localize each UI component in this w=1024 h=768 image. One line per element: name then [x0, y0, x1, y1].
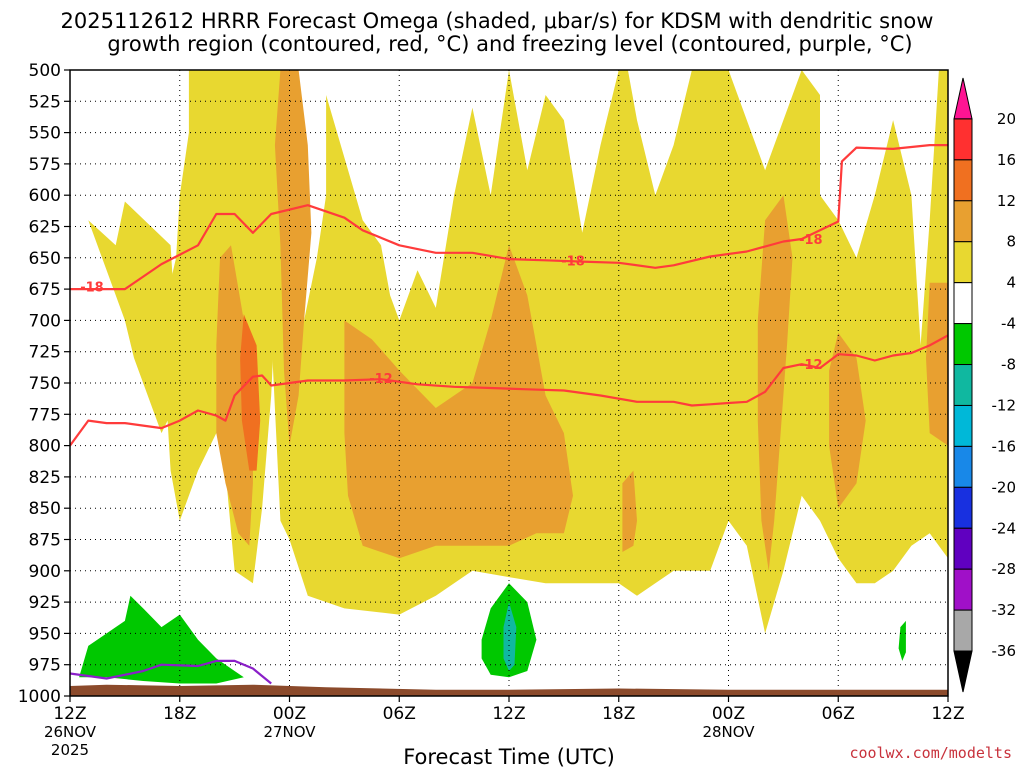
colorbar-label: -28: [992, 560, 1017, 578]
y-tick-label: 725: [29, 343, 61, 363]
y-tick-label: 650: [29, 249, 61, 269]
omega-8-12-region: [829, 332, 866, 509]
x-tick-label: 06Z: [383, 704, 416, 724]
colorbar-swatch: [953, 568, 973, 611]
colorbar-swatch: [953, 527, 973, 570]
x-tick-label: 12Z: [931, 704, 964, 724]
omega-neg8-12-region: [503, 602, 517, 671]
omega-shading-layer: [79, 70, 948, 684]
colorbar-swatch: [953, 486, 973, 529]
contour-label: -18: [80, 281, 104, 296]
y-tick-label: 575: [29, 155, 61, 175]
x-tick-label: 12Z: [53, 704, 86, 724]
colorbar-swatch: [953, 364, 973, 406]
colorbar-swatch: [953, 159, 973, 202]
colorbar-label: -20: [992, 478, 1017, 496]
colorbar-label: -8: [1001, 356, 1016, 374]
colorbar-top-arrow: [953, 77, 973, 120]
y-tick-label: 750: [29, 374, 61, 394]
x-date-label: 28NOV: [702, 723, 755, 741]
colorbar-label: 8: [1006, 233, 1016, 251]
x-tick-label: 06Z: [822, 704, 855, 724]
omega-4-8-region: [88, 201, 180, 434]
x-year-label: 2025: [51, 741, 89, 759]
y-tick-label: 775: [29, 405, 61, 425]
plot-area: -18 -18 -18 -12 -12: [70, 70, 948, 696]
y-tick-label: 675: [29, 280, 61, 300]
omega-8-12-region: [274, 70, 312, 446]
colorbar-swatch: [953, 323, 973, 366]
y-tick-label: 550: [29, 124, 61, 144]
chart-title-line-2: growth region (contoured, red, °C) and f…: [107, 32, 912, 56]
x-date-label: 26NOV: [44, 723, 97, 741]
y-tick-label: 600: [29, 186, 61, 206]
omega-neg4-8-region: [898, 620, 906, 661]
colorbar-label: 16: [997, 151, 1016, 169]
colorbar-swatch: [953, 404, 973, 447]
omega-neg4-8-region: [79, 595, 244, 684]
contour-layer: -18 -18 -18 -12 -12: [70, 144, 948, 685]
contour-label: -12: [369, 372, 393, 387]
y-tick-label: 925: [29, 593, 61, 613]
terrain-surface: [70, 684, 948, 696]
colorbar-label: -36: [992, 642, 1017, 660]
y-tick-label: 625: [29, 218, 61, 238]
x-axis-label: Forecast Time (UTC): [403, 745, 615, 768]
colorbar-swatch: [953, 241, 973, 284]
omega-12-16-region: [240, 314, 261, 471]
y-axis: 500 525 550 575 600 625 650 675 700 725 750 775 800 8…: [18, 61, 70, 707]
x-tick-label: 12Z: [492, 704, 525, 724]
terrain-layer: [70, 684, 948, 696]
y-tick-label: 875: [29, 531, 61, 551]
y-tick-label: 975: [29, 656, 61, 676]
freezing-level-contour-line: [70, 659, 272, 685]
colorbar: 20 16 12 8 4 -4 -8 -12 -16 -20 -24 -28 -32 -36: [953, 77, 1017, 693]
colorbar-label: 4: [1006, 274, 1016, 292]
y-tick-label: 900: [29, 562, 61, 582]
omega-8-12-region: [622, 470, 637, 552]
x-tick-label: 18Z: [163, 704, 196, 724]
contour-label: -12: [799, 358, 823, 373]
colorbar-label: -24: [992, 519, 1017, 537]
colorbar-swatch: [953, 609, 973, 652]
contour-label: -18: [799, 233, 823, 248]
dendritic-contour-line: [70, 144, 948, 291]
colorbar-label: 12: [997, 192, 1016, 210]
x-tick-label: 18Z: [602, 704, 635, 724]
y-tick-label: 700: [29, 311, 61, 331]
colorbar-label: -12: [992, 396, 1017, 414]
colorbar-swatch: [953, 200, 973, 243]
colorbar-label: -32: [992, 601, 1017, 619]
y-tick-label: 850: [29, 499, 61, 519]
colorbar-swatch: [953, 118, 973, 161]
colorbar-label: -4: [1001, 315, 1016, 333]
y-tick-label: 500: [29, 61, 61, 81]
y-tick-label: 825: [29, 468, 61, 488]
colorbar-swatch: [953, 445, 973, 488]
colorbar-label: -16: [992, 437, 1017, 455]
y-tick-label: 950: [29, 624, 61, 644]
x-tick-label: 00Z: [273, 704, 306, 724]
colorbar-label: 20: [997, 110, 1016, 128]
dendritic-contour-line: [70, 334, 948, 447]
y-tick-label: 800: [29, 437, 61, 457]
omega-8-12-region: [344, 245, 573, 559]
contour-label: -18: [561, 254, 585, 269]
chart-title-line-1: 2025112612 HRRR Forecast Omega (shaded, …: [61, 9, 934, 33]
y-tick-label: 1000: [18, 687, 61, 707]
y-tick-label: 525: [29, 92, 61, 112]
colorbar-bottom-arrow: [953, 650, 973, 693]
credit-text: coolwx.com/modelts: [849, 744, 1012, 762]
x-tick-label: 00Z: [712, 704, 745, 724]
omega-8-12-region: [926, 282, 948, 446]
colorbar-swatch: [953, 282, 973, 325]
x-date-label: 27NOV: [263, 723, 316, 741]
